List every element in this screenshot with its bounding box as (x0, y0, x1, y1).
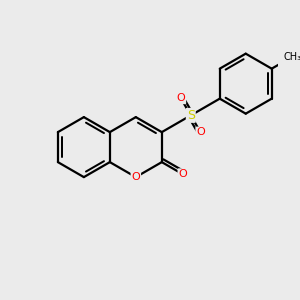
Text: O: O (176, 93, 185, 103)
Text: S: S (187, 109, 195, 122)
Text: CH₃: CH₃ (284, 52, 300, 61)
Text: O: O (178, 169, 187, 179)
Text: O: O (196, 128, 205, 137)
Text: O: O (131, 172, 140, 182)
